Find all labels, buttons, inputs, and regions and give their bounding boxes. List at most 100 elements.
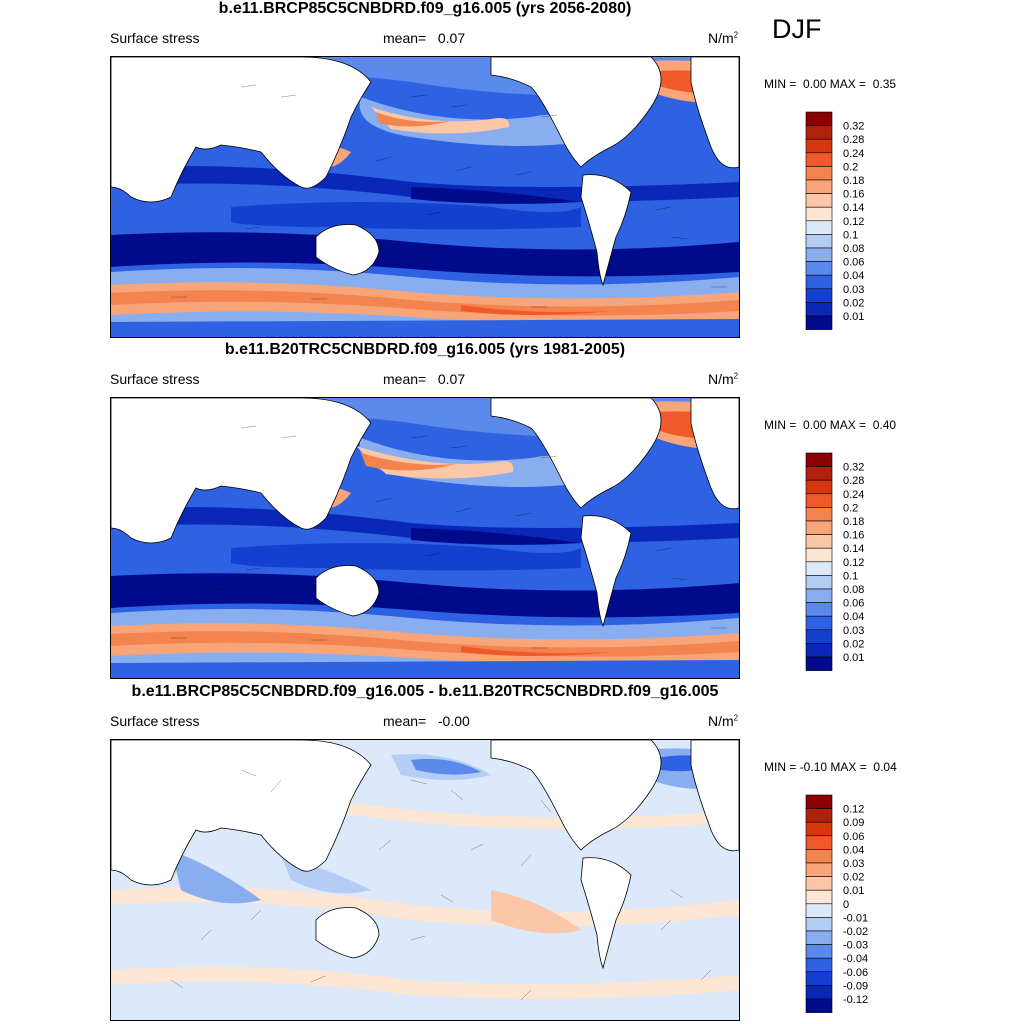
colorbar-box <box>805 876 833 891</box>
colorbar-tick-label: 0.24 <box>843 489 864 501</box>
colorbar-box <box>805 193 833 208</box>
colorbar-box <box>805 493 833 508</box>
panel-historical: b.e11.B20TRC5CNBDRD.f09_g16.005 (yrs 198… <box>0 341 1024 682</box>
colorbar-tick-label: 0.02 <box>843 638 864 650</box>
colorbar-box <box>805 835 833 850</box>
colorbar-box <box>805 944 833 959</box>
colorbar-box <box>805 794 833 809</box>
colorbar-tick-label: 0.28 <box>843 134 864 146</box>
world-map <box>110 397 740 679</box>
colorbar-tick-label: 0.1 <box>843 229 858 241</box>
variable-label: Surface stress <box>110 30 200 46</box>
colorbar-svg: 0.120.09 0.060.04 0.03 0.020.01 0-0.01 -0.02 -… <box>805 794 868 1013</box>
colorbar-svg: 0.320.28 0.240.2 0.18 0.160.14 0.120.1 0.08 0.… <box>805 452 864 671</box>
colorbar-box <box>805 261 833 276</box>
colorbar-tick-label: 0.24 <box>843 148 864 160</box>
mean-value: 0.07 <box>437 371 466 387</box>
max-text: MAX = <box>830 760 867 774</box>
colorbar-tick-label: -0.02 <box>843 926 868 938</box>
colorbar-box <box>805 125 833 140</box>
units-text: N/m <box>708 371 734 387</box>
colorbar-tick-label: 0.03 <box>843 625 864 637</box>
colorbar-box <box>805 588 833 603</box>
units-label: N/m2 <box>708 30 738 46</box>
season-label: DJF <box>772 14 822 44</box>
colorbar-tick-label: 0.2 <box>843 161 858 173</box>
colorbar-box <box>805 315 833 330</box>
colorbar-box <box>805 862 833 877</box>
mean-value: 0.07 <box>437 30 466 46</box>
colorbar-box <box>805 111 833 126</box>
colorbar-tick-label: 0.18 <box>843 516 864 528</box>
colorbar-box <box>805 534 833 549</box>
mean-text: mean= <box>383 713 427 729</box>
max-value: 0.04 <box>873 760 897 774</box>
colorbar-box <box>805 615 833 631</box>
colorbar-tick-label: 0.02 <box>843 872 864 884</box>
colorbar-tick-label: 0.04 <box>843 611 864 623</box>
min-max-label: MIN = 0.00 MAX = 0.35 <box>764 77 896 91</box>
min-text: MIN = <box>764 77 797 91</box>
colorbar-tick-label: 0.09 <box>843 817 864 829</box>
colorbar-tick-label: 0.28 <box>843 475 864 487</box>
colorbar-box <box>805 234 833 249</box>
variable-label: Surface stress <box>110 713 200 729</box>
world-map <box>110 56 740 338</box>
colorbar-tick-label: 0.16 <box>843 189 864 201</box>
colorbar-tick-label: 0.08 <box>843 584 864 596</box>
max-value: 0.35 <box>872 77 897 91</box>
colorbar-box <box>805 602 833 617</box>
mean-label: mean= -0.00 <box>383 713 470 729</box>
colorbar-tick-label: 0.14 <box>843 543 864 555</box>
map-canvas <box>111 398 739 678</box>
colorbar-box <box>805 643 833 658</box>
colorbar-box <box>805 288 833 303</box>
max-text: MAX = <box>829 77 867 91</box>
colorbar-tick-label: 0.06 <box>843 598 864 610</box>
colorbar-box <box>805 152 833 167</box>
units-exponent: 2 <box>733 30 739 40</box>
colorbar-tick-label: 0.12 <box>843 804 864 816</box>
colorbar-box <box>805 629 833 644</box>
colorbar-box <box>805 466 833 481</box>
colorbar-box <box>805 575 833 590</box>
mean-label: mean= 0.07 <box>383 371 465 387</box>
colorbar-box <box>805 985 833 1000</box>
colorbar-box <box>805 520 833 535</box>
colorbar-tick-label: 0.01 <box>843 885 864 897</box>
colorbar-box <box>805 998 833 1013</box>
colorbar-tick-label: 0.03 <box>843 284 864 296</box>
colorbar: 0.32 0.28 0.24 0.2 0.18 0.16 0.14 0.12 0.1 0.08 0.… <box>805 452 896 673</box>
colorbar-tick-label: 0.06 <box>843 257 864 269</box>
min-text: MIN = <box>764 760 797 774</box>
min-value: 0.00 <box>803 77 827 91</box>
colorbar-tick-label: 0.18 <box>843 175 864 187</box>
colorbar-tick-label: 0.12 <box>843 216 864 228</box>
panel-title: b.e11.BRCP85C5CNBDRD.f09_g16.005 - b.e11… <box>131 683 719 700</box>
min-max-label: MIN = -0.10 MAX = 0.04 <box>764 760 897 774</box>
colorbar-tick-label: -0.06 <box>843 967 868 979</box>
colorbar-tick-label: 0.06 <box>843 831 864 843</box>
colorbar-box <box>805 849 833 864</box>
colorbar-tick-label: 0.04 <box>843 270 864 282</box>
colorbar-box <box>805 302 833 317</box>
units-label: N/m2 <box>708 371 738 387</box>
colorbar-tick-label: 0 <box>843 899 849 911</box>
colorbar-tick-label: 0.14 <box>843 202 864 214</box>
colorbar-box <box>805 452 833 467</box>
colorbar-tick-label: -0.12 <box>843 994 868 1006</box>
max-text: MAX = <box>829 418 867 432</box>
units-label: N/m2 <box>708 713 738 729</box>
colorbar-box <box>805 274 833 290</box>
units-text: N/m <box>708 713 734 729</box>
panel-title: b.e11.B20TRC5CNBDRD.f09_g16.005 (yrs 198… <box>224 341 626 358</box>
colorbar-tick-label: 0.1 <box>843 570 858 582</box>
colorbar-tick-label: -0.04 <box>843 953 868 965</box>
colorbar-box <box>805 507 833 522</box>
colorbar-svg: 0.320.28 0.240.2 0.18 0.160.14 0.120.1 0.08 0.… <box>805 111 864 330</box>
colorbar-box <box>805 903 833 918</box>
colorbar-tick-label: -0.03 <box>843 940 868 952</box>
colorbar: 0.32 0.28 0.24 0.2 0.18 0.16 0.14 0.12 0.1 0.08 0.… <box>805 111 896 332</box>
colorbar-box <box>805 179 833 194</box>
colorbar-box <box>805 889 833 905</box>
